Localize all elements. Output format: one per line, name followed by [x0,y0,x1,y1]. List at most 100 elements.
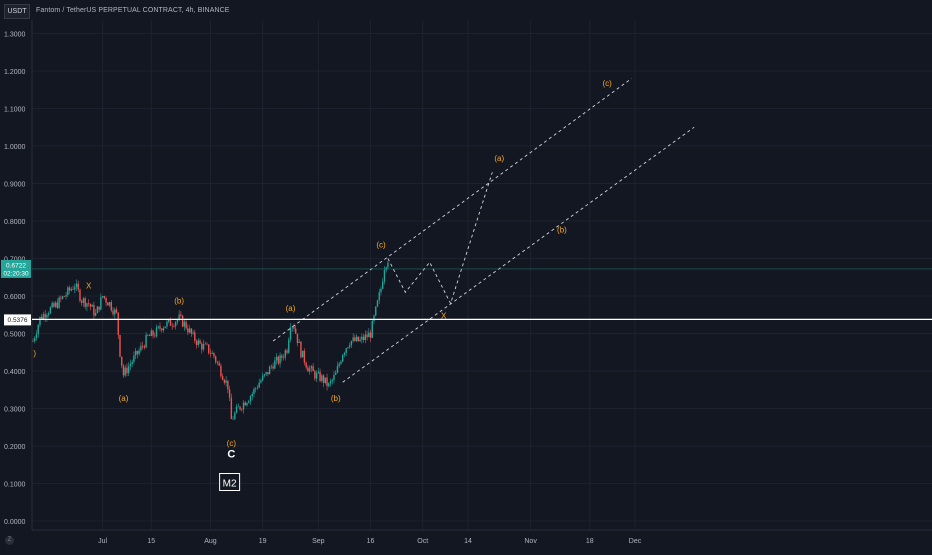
wave-label: X [441,312,447,321]
candle-body [176,319,179,323]
candle-body [190,328,193,334]
candle-body [117,312,119,335]
x-tick-label: 19 [259,538,267,545]
candle-body [122,365,125,376]
candle-body [180,314,182,316]
candle-body [303,350,306,363]
candle-body [159,326,161,329]
candle-body [181,315,184,327]
candle-body [373,315,375,321]
candle-body [357,336,360,342]
candle-body [382,281,384,289]
candle-body [355,336,358,341]
candle-body [221,376,224,380]
candle-body [107,302,109,306]
candle-body [208,344,210,354]
candle-body [82,298,85,303]
candle-body [204,343,206,345]
candle-body [213,352,215,357]
candle-body [341,354,344,362]
candle-body [67,287,69,296]
candle-body [150,330,153,337]
candle-body [267,372,269,375]
candle-body [61,296,64,299]
candle-body [362,336,365,341]
y-tick-label: 0.0000 [4,519,26,526]
candle-body [268,366,271,375]
candle-body [40,316,43,320]
candle-body [124,367,126,376]
candle-body [228,389,231,398]
candle-body [39,316,41,326]
candle-body [86,303,88,307]
wave-label: (c) [227,439,237,448]
candle-body [333,374,335,380]
candle-body [232,418,234,420]
candle-body [312,366,314,372]
candle-body [214,356,217,362]
candle-body [387,262,389,268]
x-tick-label: 15 [147,538,155,545]
candle-body [235,406,238,413]
y-tick-label: 0.1000 [4,482,26,489]
candle-body [241,409,243,410]
currency-unit-badge[interactable]: USDT [4,4,30,19]
candle-body [91,304,93,307]
candle-body [79,289,81,301]
candle-body [96,306,99,314]
candle-body [174,322,177,327]
degree-box [219,473,241,491]
candle-body [296,333,299,343]
candle-body [258,382,260,388]
candle-body [279,355,281,364]
candle-body [93,304,95,316]
candle-body [209,353,212,354]
candle-body [211,352,213,354]
candle-body [84,298,86,307]
candle-body [282,357,285,359]
candle-body [127,366,130,374]
channel-lower-line[interactable] [342,126,695,383]
candle-body [347,347,349,349]
candle-body [89,303,92,307]
level-price-tag [4,314,31,326]
candle-body [308,368,311,372]
wave-label: (b) [331,394,341,403]
candle-body [328,383,330,387]
wave-label: (a) [494,154,504,163]
candle-body [286,350,288,353]
candle-body [368,332,370,338]
candle-body [220,365,222,377]
candle-body [288,339,290,353]
candle-body [263,374,266,376]
candle-body [155,327,158,337]
level-price-value: 0.5376 [8,317,28,324]
candle-body [329,381,332,384]
wave-label: (a) [286,304,296,313]
candle-body [265,372,267,375]
candle-body [354,337,356,341]
candle-body [75,283,78,288]
candle-body [197,340,199,345]
channel-upper-line[interactable] [272,78,632,342]
candle-body [168,319,170,322]
candle-body [256,387,259,389]
candle-body [129,363,132,367]
candle-body [194,332,196,341]
candle-body [164,326,166,328]
candle-body [371,320,373,338]
candle-body [227,380,229,390]
candle-body [178,314,180,320]
symbol-title: Fantom / TetherUS PERPETUAL CONTRACT, 4h… [36,7,230,14]
candle-body [35,334,38,339]
candle-body [183,321,186,327]
candle-body [239,406,241,410]
projection-path[interactable] [387,172,493,305]
wave-label: (c) [376,240,386,249]
candle-body [225,380,227,383]
candle-body [255,388,257,389]
candle-body [77,283,79,290]
candle-body [293,326,295,329]
